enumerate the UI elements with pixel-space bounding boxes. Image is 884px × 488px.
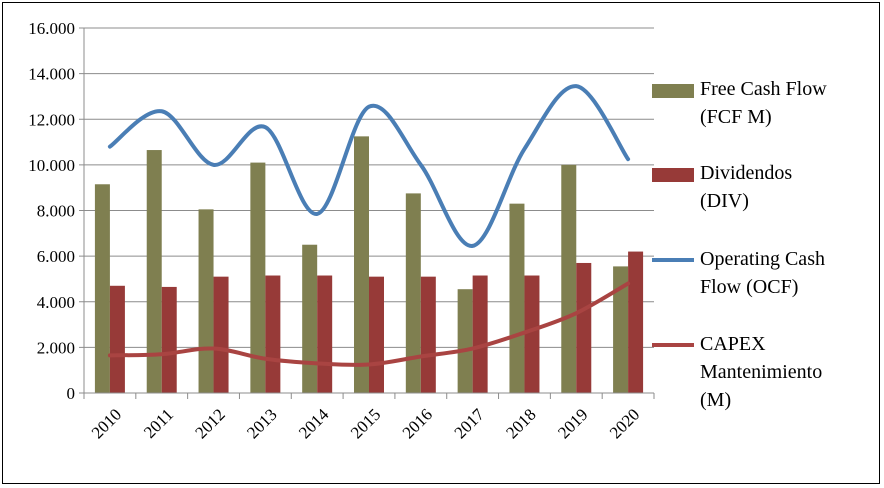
- legend-label: Free Cash Flow: [700, 78, 827, 100]
- bar-div: [420, 276, 436, 393]
- bar-fcf: [94, 184, 110, 393]
- legend-label: CAPEX: [700, 333, 766, 355]
- x-tick-label: 2016: [399, 405, 436, 442]
- bars: [94, 136, 644, 393]
- bar-div: [369, 276, 384, 393]
- bar-fcf: [146, 150, 162, 393]
- bar-div: [161, 286, 177, 393]
- legend: Free Cash Flow (FCF M) Dividendos (DIV) Oper…: [652, 78, 827, 411]
- x-tick-label: 2010: [88, 405, 125, 442]
- x-tick-label: 2019: [554, 405, 591, 442]
- bar-fcf: [613, 266, 629, 393]
- bar-fcf: [509, 203, 525, 393]
- bar-div: [576, 262, 592, 393]
- bar-div: [524, 275, 540, 393]
- bar-fcf: [457, 289, 473, 393]
- legend-swatch: [652, 168, 694, 182]
- bar-fcf: [250, 162, 266, 393]
- bar-div: [109, 285, 125, 393]
- lines: [107, 84, 631, 367]
- bar-fcf: [302, 244, 318, 393]
- x-tick-label: 2014: [295, 405, 333, 443]
- bar-div: [472, 275, 488, 393]
- legend-label: Operating Cash: [700, 248, 825, 270]
- x-tick-label: 2015: [347, 405, 384, 442]
- series-line-ocf: [107, 84, 631, 248]
- legend-swatch: [652, 84, 694, 98]
- bar-fcf: [405, 193, 421, 393]
- bar-fcf: [561, 164, 577, 393]
- legend-label: Dividendos: [700, 162, 792, 184]
- bar-fcf: [354, 136, 369, 393]
- y-tick-label: 10.000: [28, 156, 75, 175]
- y-tick-label: 0: [67, 384, 76, 403]
- x-tick-label: 2018: [502, 405, 539, 442]
- legend-label: (M): [700, 389, 731, 411]
- x-tick-label: 2017: [450, 405, 488, 443]
- y-tick-label: 16.000: [28, 19, 75, 38]
- bar-div: [213, 276, 229, 393]
- y-tick-label: 12.000: [28, 110, 75, 129]
- y-tick-label: 2.000: [37, 338, 75, 357]
- y-tick-label: 8.000: [37, 202, 75, 221]
- bar-fcf: [198, 209, 214, 393]
- x-tick-label: 2013: [243, 405, 280, 442]
- legend-label: Flow (OCF): [700, 276, 798, 298]
- y-tick-label: 6.000: [37, 247, 75, 266]
- legend-label: Mantenimiento: [700, 361, 822, 383]
- legend-label: (DIV): [700, 190, 749, 212]
- bar-div: [628, 251, 644, 393]
- y-tick-label: 4.000: [37, 293, 75, 312]
- bar-div: [317, 275, 333, 393]
- x-tick-label: 2011: [140, 405, 177, 442]
- y-tick-label: 14.000: [28, 65, 75, 84]
- x-tick-label: 2020: [606, 405, 643, 442]
- x-tick-label: 2012: [191, 405, 228, 442]
- bar-div: [265, 275, 281, 393]
- legend-label: (FCF M): [700, 106, 772, 128]
